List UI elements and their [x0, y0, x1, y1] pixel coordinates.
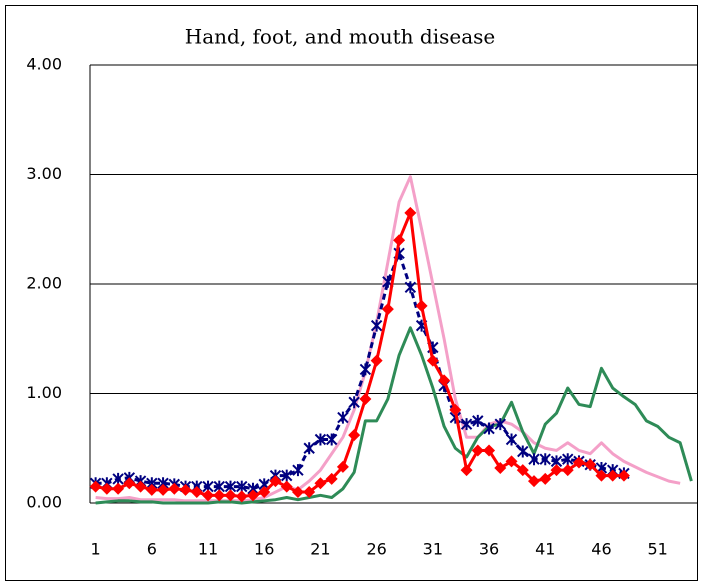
diamond-marker	[370, 354, 383, 367]
x-tick-label: 16	[254, 540, 274, 559]
diamond-marker	[314, 477, 327, 490]
diamond-marker	[359, 392, 372, 405]
asterisk-marker	[314, 433, 327, 446]
asterisk-marker	[337, 411, 349, 424]
diamond-marker	[157, 483, 170, 496]
asterisk-marker	[325, 433, 338, 446]
asterisk-marker	[460, 418, 473, 431]
diamond-marker	[393, 234, 406, 247]
diamond-marker	[415, 299, 428, 312]
y-tick-label: 2.00	[26, 274, 62, 293]
diamond-marker	[438, 374, 451, 387]
x-tick-label: 46	[591, 540, 611, 559]
diamond-marker	[325, 472, 338, 485]
asterisk-marker	[303, 442, 315, 455]
x-tick-label: 26	[366, 540, 386, 559]
diamond-marker	[235, 490, 248, 503]
series-line	[95, 326, 693, 505]
diamond-marker	[145, 483, 158, 496]
diamond-marker	[606, 469, 619, 482]
diamond-marker	[584, 458, 597, 471]
chart-title: Hand, foot, and mouth disease	[185, 25, 495, 49]
diamond-marker	[336, 460, 349, 473]
diamond-marker	[246, 489, 259, 502]
series-line	[95, 175, 681, 503]
diamond-marker	[572, 456, 585, 469]
diamond-marker	[112, 482, 125, 495]
diamond-marker	[89, 480, 102, 493]
diamond-marker	[505, 455, 518, 468]
asterisk-marker	[539, 453, 551, 466]
y-tick-label: 4.00	[26, 55, 62, 74]
diamond-marker	[516, 464, 529, 477]
diamond-marker	[595, 469, 608, 482]
diamond-marker	[168, 482, 181, 495]
diamond-marker	[550, 464, 563, 477]
diamond-marker	[561, 464, 574, 477]
diamond-marker	[348, 429, 361, 442]
diamond-marker	[280, 480, 293, 493]
asterisk-marker	[472, 414, 484, 427]
x-tick-label: 6	[147, 540, 157, 559]
asterisk-marker	[494, 418, 506, 431]
diamond-marker	[190, 486, 203, 499]
diamond-marker	[134, 480, 147, 493]
x-tick-label: 36	[479, 540, 499, 559]
diamond-marker	[179, 483, 192, 496]
x-tick-label: 31	[423, 540, 443, 559]
y-tick-label: 3.00	[26, 164, 62, 183]
diamond-marker	[617, 469, 630, 482]
chart-border	[5, 5, 698, 581]
asterisk-marker	[281, 469, 293, 482]
asterisk-marker	[562, 453, 574, 466]
asterisk-marker	[483, 422, 495, 435]
diamond-marker	[269, 475, 282, 488]
asterisk-marker	[517, 445, 529, 458]
diamond-marker	[483, 444, 496, 457]
y-tick-label: 1.00	[26, 383, 62, 402]
diamond-marker	[123, 477, 136, 490]
asterisk-marker	[359, 363, 372, 376]
diamond-marker	[528, 475, 541, 488]
diamond-marker	[471, 444, 484, 457]
series-line	[95, 251, 625, 491]
x-tick-label: 51	[647, 540, 667, 559]
asterisk-marker	[528, 453, 540, 466]
x-tick-label: 11	[198, 540, 218, 559]
diamond-marker	[494, 461, 507, 474]
x-tick-label: 1	[91, 540, 101, 559]
diamond-marker	[224, 489, 237, 502]
diamond-marker	[426, 354, 439, 367]
asterisk-marker	[505, 433, 518, 446]
diamond-marker	[202, 489, 215, 502]
asterisk-marker	[348, 396, 360, 409]
diamond-marker	[213, 489, 226, 502]
diamond-marker	[291, 486, 304, 499]
diamond-marker	[100, 482, 113, 495]
diamond-marker	[449, 403, 462, 416]
asterisk-marker	[292, 464, 304, 477]
asterisk-marker	[404, 281, 417, 294]
diamond-marker	[258, 486, 271, 499]
diamond-marker	[303, 486, 316, 499]
y-tick-label: 0.00	[26, 493, 62, 512]
diamond-marker	[539, 472, 552, 485]
x-tick-label: 21	[310, 540, 330, 559]
diamond-marker	[381, 303, 394, 316]
asterisk-marker	[370, 319, 383, 332]
diamond-marker	[404, 206, 417, 219]
diamond-marker	[460, 464, 473, 477]
x-tick-label: 41	[535, 540, 555, 559]
